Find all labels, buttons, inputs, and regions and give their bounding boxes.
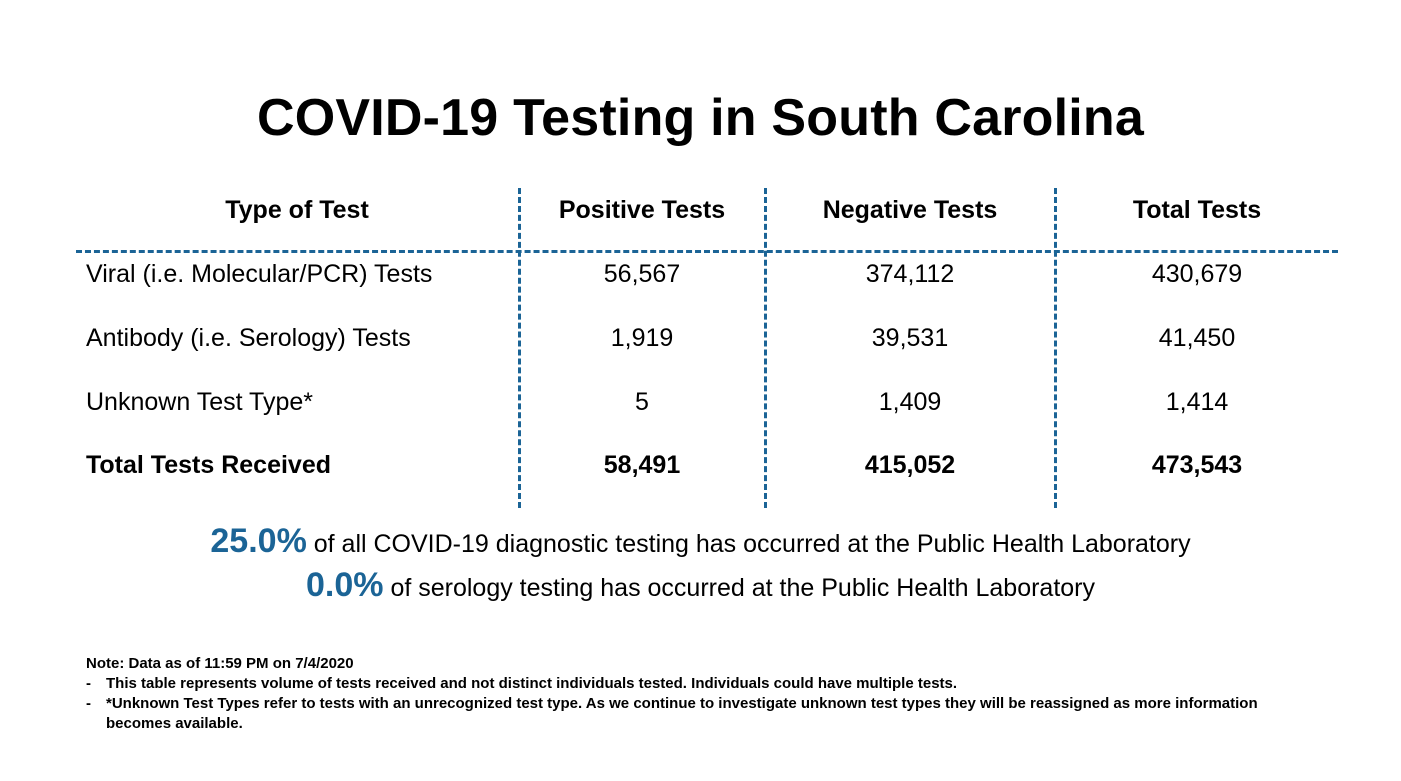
column-divider-3 [1054, 188, 1057, 508]
row-unknown-total: 1,414 [1165, 388, 1229, 416]
summary-line-diagnostic: 25.0% of all COVID-19 diagnostic testing… [0, 522, 1401, 561]
page-title: COVID-19 Testing in South Carolina [256, 89, 1145, 147]
row-antibody-negative: 39,531 [871, 324, 949, 352]
row-total-total: 473,543 [1151, 451, 1243, 479]
note-item: - *Unknown Test Types refer to tests wit… [86, 694, 1326, 734]
row-viral-positive: 56,567 [603, 260, 681, 288]
row-viral-type: Viral (i.e. Molecular/PCR) Tests [86, 260, 433, 288]
note-bullet: - [86, 675, 91, 692]
row-total-negative: 415,052 [864, 451, 956, 479]
header-type-of-test: Type of Test [225, 196, 369, 224]
column-divider-1 [518, 188, 521, 508]
note-text: This table represents volume of tests re… [106, 675, 958, 692]
row-total-type: Total Tests Received [86, 451, 331, 479]
header-divider [76, 250, 1338, 253]
notes-section: Note: Data as of 11:59 PM on 7/4/2020 - … [86, 654, 1326, 734]
row-total-positive: 58,491 [603, 451, 681, 479]
serology-percent: 0.0% [305, 566, 384, 604]
header-negative-tests: Negative Tests [822, 196, 998, 224]
diagnostic-percent: 25.0% [210, 522, 307, 560]
row-viral-negative: 374,112 [865, 260, 955, 288]
notes-heading: Note: Data as of 11:59 PM on 7/4/2020 [86, 655, 354, 672]
row-antibody-positive: 1,919 [610, 324, 674, 352]
summary-line-serology: 0.0% of serology testing has occurred at… [0, 566, 1401, 605]
column-divider-2 [764, 188, 767, 508]
serology-text: of serology testing has occurred at the … [390, 574, 1096, 602]
row-unknown-positive: 5 [635, 388, 649, 416]
row-unknown-negative: 1,409 [878, 388, 942, 416]
header-total-tests: Total Tests [1132, 196, 1262, 224]
row-viral-total: 430,679 [1151, 260, 1243, 288]
diagnostic-text: of all COVID-19 diagnostic testing has o… [313, 530, 1191, 558]
row-antibody-type: Antibody (i.e. Serology) Tests [86, 324, 411, 352]
header-positive-tests: Positive Tests [558, 196, 726, 224]
row-unknown-type: Unknown Test Type* [86, 388, 313, 416]
note-text: *Unknown Test Types refer to tests with … [106, 695, 1258, 732]
note-item: - This table represents volume of tests … [86, 674, 1326, 694]
row-antibody-total: 41,450 [1158, 324, 1236, 352]
note-bullet: - [86, 695, 91, 712]
